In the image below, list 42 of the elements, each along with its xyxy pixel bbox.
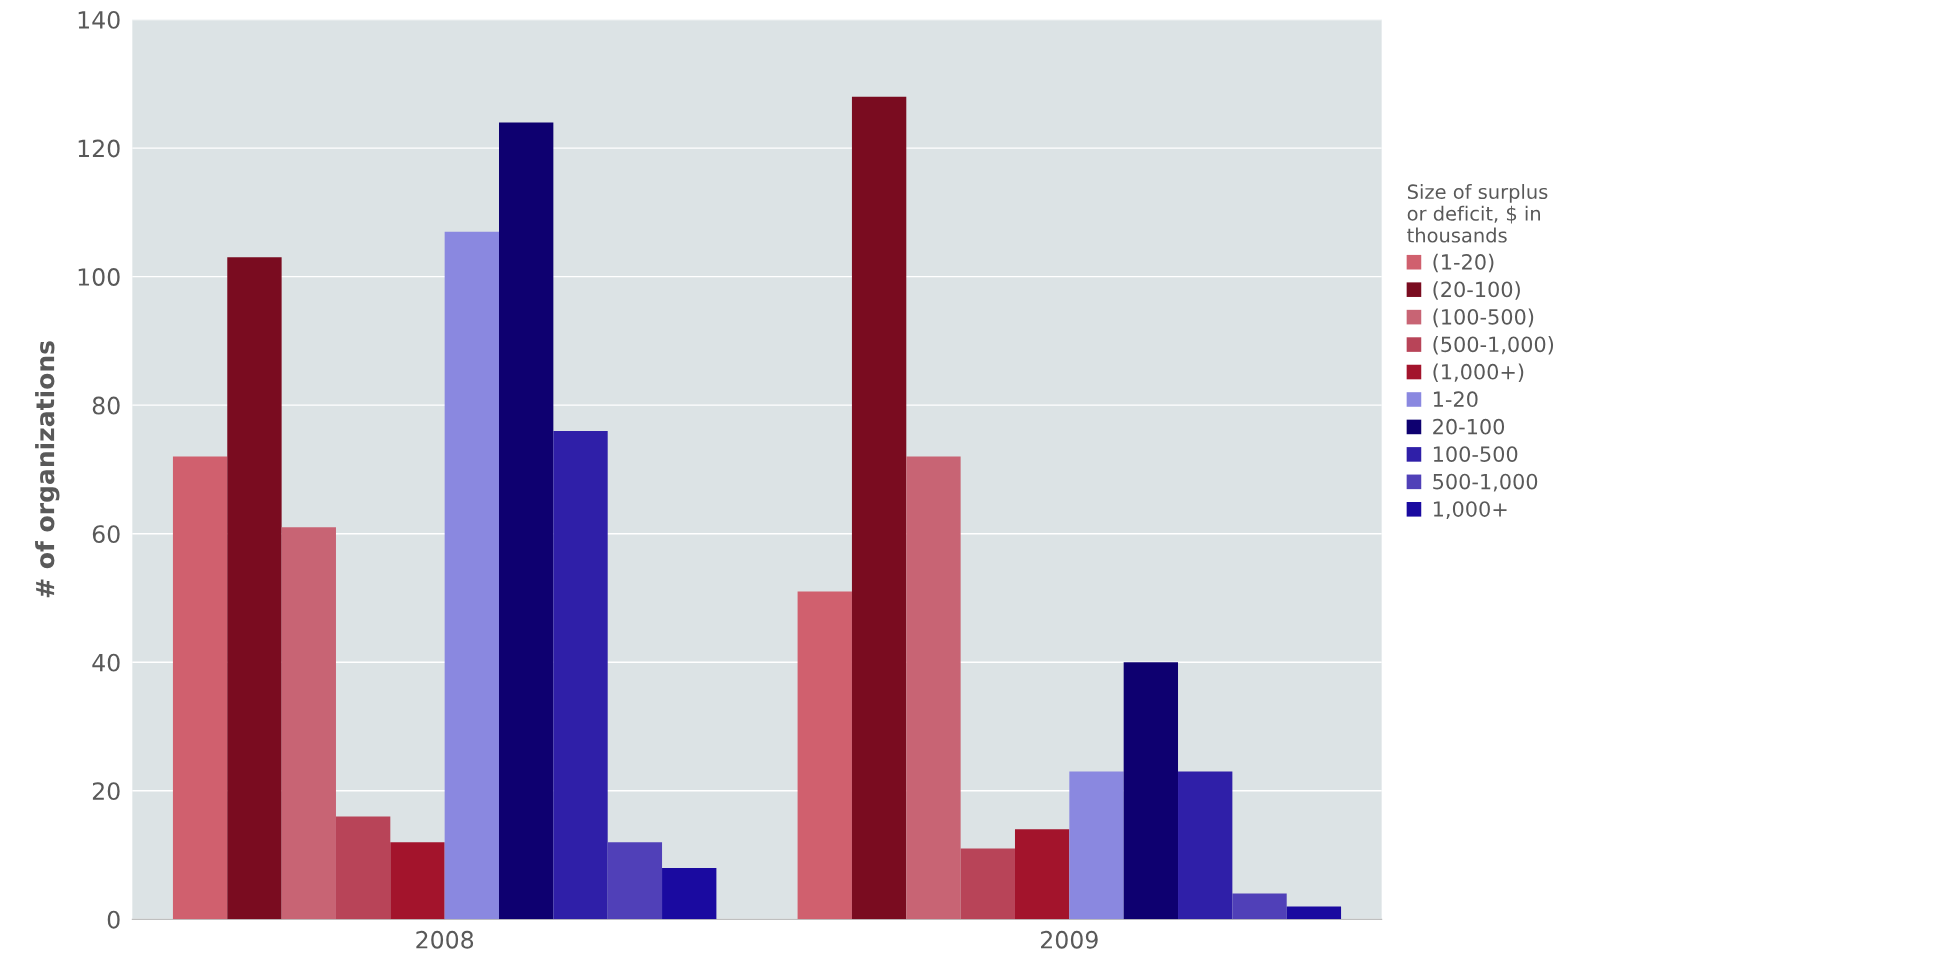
bar	[1178, 771, 1233, 920]
bar	[1232, 893, 1287, 920]
bar	[227, 257, 282, 920]
legend-label: 20-100	[1433, 418, 1505, 435]
y-tick-label: 80	[92, 396, 120, 415]
legend-label: (1,000+)	[1433, 363, 1524, 383]
bar	[444, 231, 500, 920]
legend-label: (20-100)	[1433, 281, 1520, 300]
x-tick-label: 2009	[1041, 930, 1098, 949]
y-tick-label: 140	[78, 11, 120, 29]
legend-title: Size of surplus or deficit, $ in thousands	[1407, 184, 1548, 243]
bar	[553, 430, 608, 920]
bar	[172, 456, 228, 920]
bar	[281, 527, 336, 920]
bar	[1286, 906, 1342, 920]
bar	[607, 842, 663, 920]
legend-label: 1,000+	[1433, 501, 1507, 520]
bar	[797, 591, 852, 920]
bar	[906, 456, 961, 920]
bar	[662, 867, 717, 920]
bar	[335, 816, 391, 920]
y-tick-label: 20	[92, 782, 120, 801]
bar	[390, 842, 445, 920]
y-tick-label: 40	[92, 653, 120, 672]
legend-label: 500-1,000	[1433, 473, 1538, 492]
y-tick-label: 120	[78, 139, 120, 158]
bar	[1123, 662, 1179, 920]
bar	[851, 96, 907, 920]
legend-label: 1-20	[1433, 391, 1478, 408]
legend-label: (500-1,000)	[1433, 336, 1554, 355]
y-axis-title: # of organizations	[35, 341, 60, 598]
y-tick-label: 60	[92, 525, 120, 544]
x-tick-label: 2008	[416, 930, 474, 949]
legend-label: (1-20)	[1433, 253, 1494, 273]
y-tick-label: 100	[78, 268, 120, 286]
y-tick-label: 0	[107, 910, 120, 929]
legend-label: 100-500	[1433, 446, 1518, 462]
legend-label: (100-500)	[1433, 308, 1534, 328]
bar	[499, 122, 554, 920]
bar	[1014, 829, 1070, 920]
bar	[960, 848, 1015, 920]
bar	[1069, 771, 1124, 920]
